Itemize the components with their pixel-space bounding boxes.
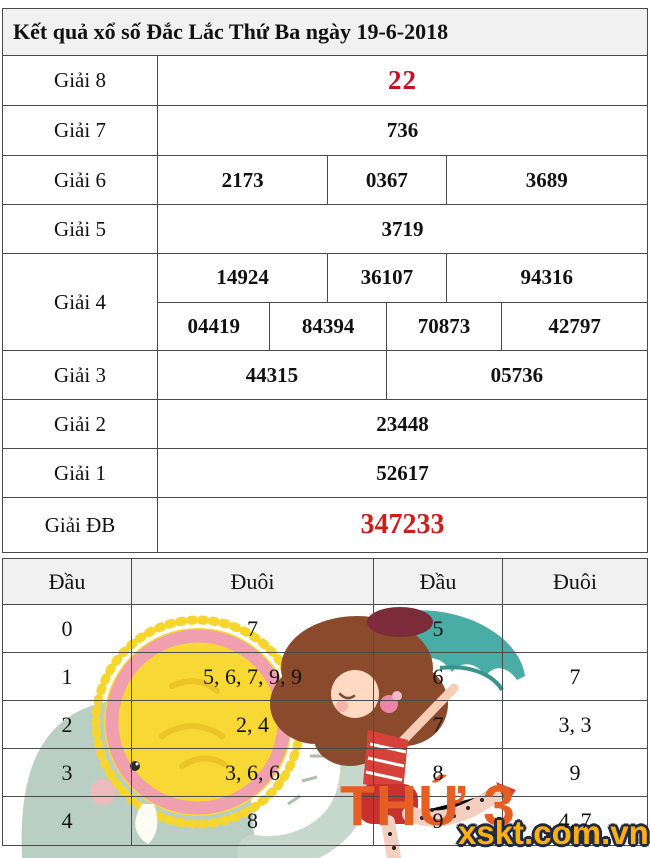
prize8-label: Giải 8 [3, 56, 158, 105]
table-row-prize4: Giải 4 14924 36107 94316 04419 84394 708… [3, 254, 647, 351]
prize-results-table: Kết quả xổ số Đắc Lắc Thứ Ba ngày 19-6-2… [2, 8, 648, 553]
duoi-cell: 4, 7 [558, 808, 592, 833]
duoi-cell: 3, 6, 6 [132, 749, 374, 796]
table-row-special-prize: Giải ĐB 347233 [3, 498, 647, 552]
prize7-value: 736 [386, 118, 419, 142]
duoi-cell: 9 [569, 759, 581, 785]
dau-cell: 0 [3, 605, 132, 652]
prize4-value: 70873 [387, 302, 503, 350]
table-row: 3 3, 6, 6 8 9 [3, 749, 647, 797]
table-row: 2 2, 4 7 3, 3 [3, 701, 647, 749]
dau-cell: 6 [374, 653, 503, 700]
prize5-label: Giải 5 [3, 205, 158, 253]
dau-cell: 5 [374, 605, 503, 652]
table-row-prize3: Giải 3 44315 05736 [3, 351, 647, 400]
prize8-value: 22 [388, 65, 417, 95]
prize4-value: 42797 [548, 313, 601, 338]
prize7-label: Giải 7 [3, 106, 158, 155]
prize3-value: 05736 [490, 362, 544, 387]
header-dau-left: Đầu [3, 559, 132, 604]
prize4-value: 04419 [158, 302, 271, 350]
header-dau-right: Đầu [374, 559, 503, 604]
dau-cell: 3 [3, 749, 132, 796]
prize2-value: 23448 [376, 411, 429, 436]
prize6-label: Giải 6 [3, 156, 158, 204]
table-row-prize6: Giải 6 2173 0367 3689 [3, 156, 647, 205]
table-row-prize2: Giải 2 23448 [3, 400, 647, 449]
site-watermark: xskt.com.vn [458, 814, 649, 851]
duoi-cell: 3, 3 [558, 711, 592, 737]
dau-cell: 2 [3, 701, 132, 748]
dau-cell: 4 [3, 797, 132, 845]
page-title: Kết quả xổ số Đắc Lắc Thứ Ba ngày 19-6-2… [3, 9, 647, 56]
prize4-label: Giải 4 [3, 254, 158, 350]
duoi-cell: 7 [569, 663, 581, 689]
duoi-cell: 2, 4 [132, 701, 374, 748]
table-row: 1 5, 6, 7, 9, 9 6 7 [3, 653, 647, 701]
duoi-cell [503, 605, 647, 652]
dau-cell: 8 [374, 749, 503, 796]
prize1-label: Giải 1 [3, 449, 158, 497]
table-row-prize7: Giải 7 736 [3, 106, 647, 156]
prize6-value: 2173 [158, 156, 329, 204]
prize3-label: Giải 3 [3, 351, 158, 399]
header-duoi-left: Đuôi [132, 559, 374, 604]
special-prize-label: Giải ĐB [3, 498, 158, 552]
prize4-value: 94316 [520, 265, 574, 290]
duoi-cell: 8 [132, 797, 374, 845]
head-tail-table: Đầu Đuôi Đầu Đuôi 0 7 5 1 5, 6, 7, 9, 9 … [2, 558, 648, 846]
duoi-cell: 5, 6, 7, 9, 9 [132, 653, 374, 700]
head-tail-header-row: Đầu Đuôi Đầu Đuôi [3, 559, 647, 605]
prize3-value: 44315 [158, 351, 387, 399]
table-row-prize1: Giải 1 52617 [3, 449, 647, 498]
prize6-value: 0367 [328, 156, 447, 204]
prize4-value: 14924 [158, 254, 329, 302]
prize1-value: 52617 [376, 460, 429, 485]
prize4-value: 84394 [270, 302, 387, 350]
prize5-value: 3719 [381, 216, 424, 241]
duoi-cell: 7 [132, 605, 374, 652]
prize6-value: 3689 [525, 167, 568, 192]
table-row-prize8: Giải 8 22 [3, 56, 647, 106]
table-row: 0 7 5 [3, 605, 647, 653]
dau-cell: 7 [374, 701, 503, 748]
table-row-prize5: Giải 5 3719 [3, 205, 647, 254]
header-duoi-right: Đuôi [503, 559, 647, 604]
special-prize-value: 347233 [360, 509, 445, 540]
prize4-value: 36107 [328, 254, 447, 302]
dau-cell: 1 [3, 653, 132, 700]
prize2-label: Giải 2 [3, 400, 158, 448]
